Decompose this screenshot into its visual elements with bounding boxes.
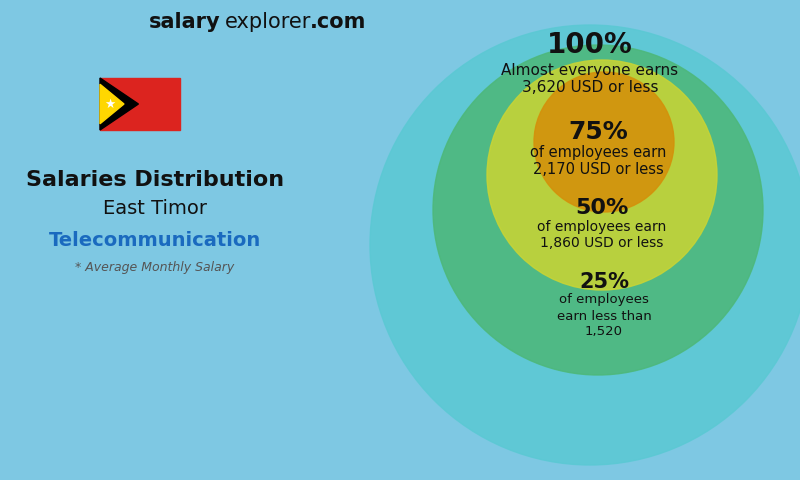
- Text: ★: ★: [104, 97, 115, 110]
- Polygon shape: [100, 84, 124, 124]
- Text: 75%: 75%: [568, 120, 628, 144]
- Text: .com: .com: [310, 12, 366, 32]
- Circle shape: [433, 45, 763, 375]
- Text: of employees earn: of employees earn: [538, 220, 666, 234]
- Circle shape: [370, 25, 800, 465]
- Text: 2,170 USD or less: 2,170 USD or less: [533, 161, 663, 177]
- Text: 3,620 USD or less: 3,620 USD or less: [522, 80, 658, 95]
- Text: 25%: 25%: [579, 272, 629, 292]
- Text: 1,520: 1,520: [585, 325, 623, 338]
- Text: earn less than: earn less than: [557, 310, 651, 323]
- Text: of employees earn: of employees earn: [530, 144, 666, 159]
- Text: Salaries Distribution: Salaries Distribution: [26, 170, 284, 190]
- Text: of employees: of employees: [559, 293, 649, 307]
- Text: salary: salary: [148, 12, 220, 32]
- Polygon shape: [100, 78, 138, 130]
- Circle shape: [534, 72, 674, 212]
- Text: 50%: 50%: [575, 198, 629, 218]
- Text: 100%: 100%: [547, 31, 633, 59]
- Circle shape: [487, 60, 717, 290]
- Text: * Average Monthly Salary: * Average Monthly Salary: [75, 262, 234, 275]
- Text: East Timor: East Timor: [103, 199, 207, 217]
- Text: Telecommunication: Telecommunication: [49, 230, 261, 250]
- Text: 1,860 USD or less: 1,860 USD or less: [540, 236, 664, 250]
- Bar: [100, 78, 180, 130]
- Text: explorer: explorer: [225, 12, 311, 32]
- Text: Almost everyone earns: Almost everyone earns: [502, 62, 678, 77]
